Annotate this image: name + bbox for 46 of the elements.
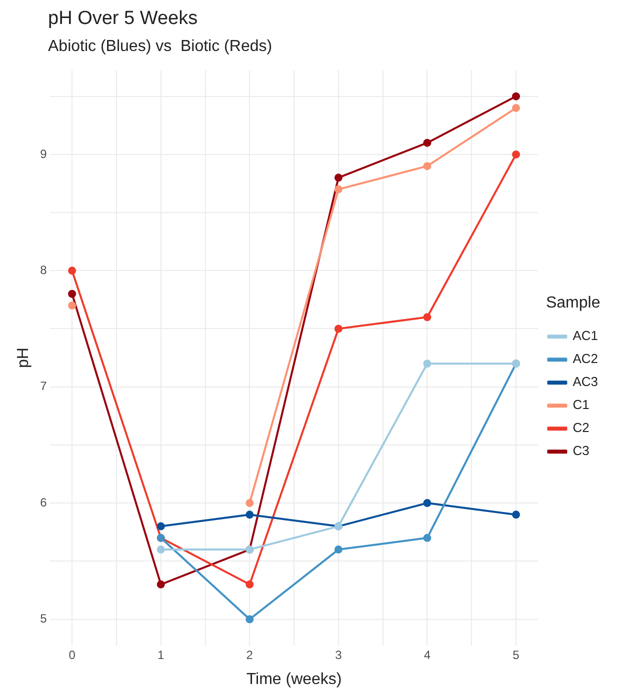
point xyxy=(423,138,432,147)
point xyxy=(512,510,520,519)
legend-label: AC1 xyxy=(572,328,598,344)
x-tick-label: 5 xyxy=(512,648,520,662)
point xyxy=(68,290,76,298)
point xyxy=(512,92,520,100)
point xyxy=(156,546,165,554)
legend-label: AC3 xyxy=(572,374,598,390)
point xyxy=(68,266,76,275)
point xyxy=(156,580,165,588)
point xyxy=(334,174,342,182)
point xyxy=(246,580,254,588)
point xyxy=(156,522,165,530)
chart-subtitle: Abiotic (Blues) vs Biotic (Reds) xyxy=(48,38,272,56)
x-tick-label: 3 xyxy=(335,648,342,662)
point xyxy=(68,302,76,310)
legend-label: C3 xyxy=(572,443,590,458)
point xyxy=(423,534,432,542)
x-tick-label: 0 xyxy=(68,648,76,662)
legend-title: Sample xyxy=(546,294,600,312)
point xyxy=(246,510,254,519)
y-tick-label: 5 xyxy=(40,612,48,626)
y-tick-label: 7 xyxy=(40,379,48,394)
point xyxy=(334,324,342,333)
y-axis-title: pH xyxy=(15,348,32,368)
point xyxy=(512,150,520,158)
point xyxy=(334,546,342,554)
legend-label: C2 xyxy=(572,420,590,436)
legend-label: AC2 xyxy=(572,351,598,366)
y-tick-label: 8 xyxy=(40,262,48,277)
point xyxy=(423,499,432,508)
chart-title: pH Over 5 Weeks xyxy=(48,8,198,30)
point xyxy=(246,615,254,624)
y-tick-label: 6 xyxy=(40,495,48,510)
point xyxy=(334,185,342,194)
point xyxy=(512,104,520,112)
point xyxy=(423,360,432,368)
point xyxy=(246,499,254,508)
legend-label: C1 xyxy=(572,397,590,412)
x-tick-label: 4 xyxy=(424,648,431,662)
x-tick-label: 2 xyxy=(246,648,254,662)
y-tick-label: 9 xyxy=(40,146,48,161)
x-tick-label: 1 xyxy=(158,648,165,662)
point xyxy=(423,162,432,170)
x-axis-title: Time (weeks) xyxy=(246,670,342,688)
point xyxy=(423,313,432,322)
